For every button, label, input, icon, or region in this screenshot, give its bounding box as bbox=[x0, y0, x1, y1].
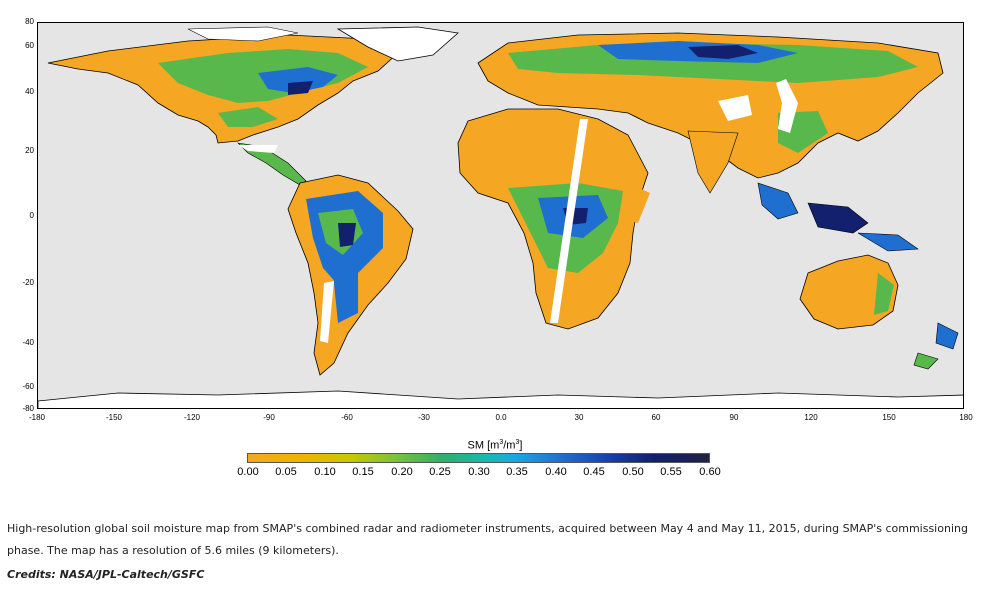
australia bbox=[799, 254, 959, 370]
y-tick-label: 0 bbox=[29, 211, 34, 220]
colorbar-tick-label: 0.00 bbox=[237, 466, 259, 478]
x-tick-label: 120 bbox=[804, 413, 818, 422]
north-america bbox=[47, 26, 459, 186]
x-tick-label: 0.0 bbox=[495, 413, 507, 422]
x-tick-label: -30 bbox=[418, 413, 430, 422]
x-tick-label: 90 bbox=[729, 413, 739, 422]
x-tick-label: 180 bbox=[959, 413, 973, 422]
y-tick-label: 20 bbox=[25, 146, 34, 155]
soil-moisture-map bbox=[37, 22, 964, 409]
x-tick-label: -60 bbox=[341, 413, 353, 422]
colorbar-tick-label: 0.60 bbox=[699, 466, 721, 478]
y-tick-label: -20 bbox=[22, 278, 34, 287]
colorbar-tick-label: 0.35 bbox=[506, 466, 528, 478]
colorbar-tick-label: 0.40 bbox=[545, 466, 567, 478]
africa bbox=[457, 108, 650, 330]
colorbar-title: SM [m3/m3] bbox=[467, 439, 523, 452]
world-map-graphic bbox=[38, 23, 963, 408]
x-tick-label: -180 bbox=[28, 413, 45, 422]
x-tick-label: -120 bbox=[183, 413, 200, 422]
x-tick-label: 30 bbox=[574, 413, 584, 422]
credits: Credits: NASA/JPL-Caltech/GSFC bbox=[7, 568, 205, 581]
colorbar-tick-label: 0.50 bbox=[622, 466, 644, 478]
antarctica bbox=[38, 390, 963, 408]
colorbar bbox=[247, 453, 710, 463]
colorbar-tick-label: 0.25 bbox=[429, 466, 451, 478]
x-tick-label: -150 bbox=[105, 413, 122, 422]
south-america bbox=[287, 174, 414, 376]
x-tick-label: 150 bbox=[882, 413, 896, 422]
x-tick-label: 60 bbox=[651, 413, 661, 422]
figure-caption: High-resolution global soil moisture map… bbox=[7, 522, 968, 557]
y-tick-label: -40 bbox=[22, 338, 34, 347]
y-tick-label: 80 bbox=[25, 17, 34, 26]
colorbar-tick-label: 0.10 bbox=[314, 466, 336, 478]
y-tick-label: -80 bbox=[22, 404, 34, 413]
y-tick-label: 40 bbox=[25, 87, 34, 96]
y-tick-label: 60 bbox=[25, 41, 34, 50]
colorbar-ticks: 0.00 0.05 0.10 0.15 0.20 0.25 0.30 0.35 … bbox=[237, 466, 720, 478]
colorbar-tick-label: 0.15 bbox=[352, 466, 374, 478]
x-tick-label: -90 bbox=[263, 413, 275, 422]
colorbar-tick-label: 0.45 bbox=[583, 466, 605, 478]
colorbar-tick-label: 0.55 bbox=[660, 466, 682, 478]
colorbar-tick-label: 0.05 bbox=[275, 466, 297, 478]
y-tick-label: -60 bbox=[22, 382, 34, 391]
colorbar-tick-label: 0.20 bbox=[391, 466, 413, 478]
eurasia bbox=[477, 32, 944, 252]
colorbar-tick-label: 0.30 bbox=[468, 466, 490, 478]
